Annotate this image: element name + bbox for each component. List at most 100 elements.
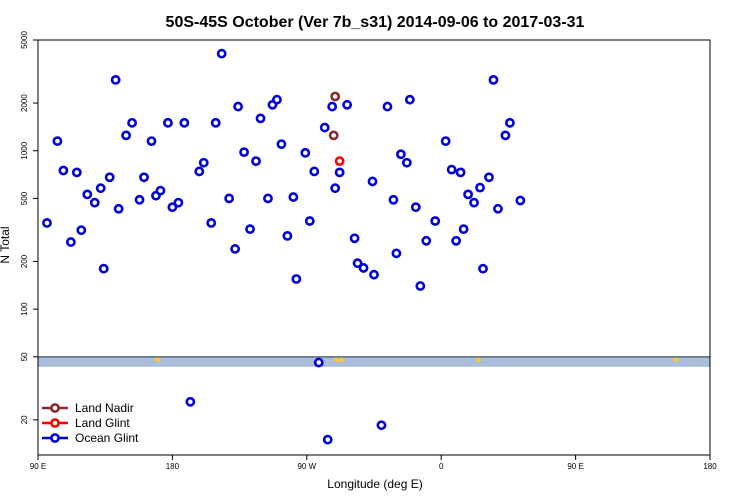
x-tick-label: 90 W xyxy=(297,462,316,471)
legend-marker xyxy=(50,418,60,428)
data-point xyxy=(376,420,387,431)
data-point xyxy=(52,136,63,147)
data-point xyxy=(309,166,320,177)
data-point xyxy=(104,172,115,183)
data-point xyxy=(276,139,287,150)
data-point xyxy=(352,258,363,269)
data-point xyxy=(300,147,311,158)
data-point xyxy=(95,183,106,194)
x-tick-label: 180 xyxy=(166,462,180,471)
data-point xyxy=(401,157,412,168)
data-point xyxy=(216,48,227,59)
data-point xyxy=(71,167,82,178)
land-markers xyxy=(154,357,679,363)
y-axis-label: N Total xyxy=(0,226,12,263)
band-region xyxy=(38,356,710,367)
data-point xyxy=(493,203,503,214)
y-tick-label: 50 xyxy=(20,352,29,361)
legend-marker xyxy=(50,433,60,443)
data-point xyxy=(440,136,451,147)
data-point xyxy=(113,203,124,214)
data-point xyxy=(334,156,345,166)
data-point xyxy=(395,149,406,160)
data-point xyxy=(313,357,324,368)
data-point xyxy=(430,216,441,226)
data-point xyxy=(206,218,217,228)
y-tick-label: 100 xyxy=(20,302,29,316)
y-tick-label: 5000 xyxy=(20,31,29,49)
data-point xyxy=(369,269,379,280)
data-point xyxy=(410,202,421,213)
x-axis-label: Longitude (deg E) xyxy=(327,477,422,491)
data-point xyxy=(330,183,341,194)
data-point xyxy=(58,165,69,176)
data-point xyxy=(458,224,469,235)
plot-frame xyxy=(37,39,711,456)
data-point xyxy=(89,197,100,208)
data-point xyxy=(179,117,190,128)
data-point xyxy=(304,216,315,226)
x-axis-ticks: 90 E 180 90 W 0 90 E 180 xyxy=(30,455,717,471)
data-point xyxy=(121,130,132,141)
data-point xyxy=(446,164,457,175)
points-layer xyxy=(42,48,526,445)
data-point xyxy=(469,197,479,208)
y-tick-label: 500 xyxy=(20,191,29,205)
legend-marker xyxy=(50,403,60,413)
data-point xyxy=(415,281,426,291)
data-point xyxy=(194,166,205,177)
data-point xyxy=(65,237,76,247)
land-marker xyxy=(476,357,482,363)
data-point xyxy=(146,136,157,147)
data-point xyxy=(327,101,338,112)
data-point xyxy=(382,101,393,112)
legend-label: Land Glint xyxy=(75,416,130,430)
data-point xyxy=(515,195,526,206)
data-point xyxy=(388,194,399,205)
land-marker xyxy=(673,357,679,363)
y-tick-label: 2000 xyxy=(20,94,29,112)
y-tick-label: 1000 xyxy=(20,141,29,159)
data-point xyxy=(342,99,353,110)
data-point xyxy=(139,172,149,183)
data-point xyxy=(500,130,511,141)
data-point xyxy=(134,194,145,205)
data-point xyxy=(367,176,378,187)
data-point xyxy=(210,117,221,128)
y-tick-label: 20 xyxy=(20,415,29,424)
data-point xyxy=(98,263,109,274)
data-point xyxy=(239,147,249,158)
data-point xyxy=(334,167,345,178)
data-point xyxy=(251,156,261,166)
data-point xyxy=(488,74,499,85)
y-tick-label: 200 xyxy=(20,254,29,268)
x-tick-label: 90 E xyxy=(30,462,46,471)
land-marker xyxy=(338,357,344,363)
data-point xyxy=(245,224,255,235)
data-point xyxy=(198,157,209,168)
data-point xyxy=(230,244,241,254)
chart-title: 50S-45S October (Ver 7b_s31) 2014-09-06 … xyxy=(166,14,585,31)
data-point xyxy=(185,396,196,407)
data-point xyxy=(173,197,184,208)
land-marker xyxy=(334,357,340,363)
data-point xyxy=(272,94,282,105)
data-point xyxy=(127,117,137,128)
data-point xyxy=(328,130,339,141)
x-tick-label: 90 E xyxy=(567,462,583,471)
y-axis-ticks: 20 50 100 200 500 1000 2000 5000 xyxy=(20,31,38,424)
data-point xyxy=(478,263,488,274)
x-tick-label: 180 xyxy=(703,462,717,471)
data-point xyxy=(255,113,266,124)
data-point xyxy=(504,117,515,128)
data-point xyxy=(224,193,235,204)
data-point xyxy=(233,101,244,112)
data-point xyxy=(404,94,415,105)
data-point xyxy=(451,235,462,246)
data-point xyxy=(349,233,360,244)
data-point xyxy=(163,117,173,128)
data-point xyxy=(330,91,341,102)
land-marker xyxy=(154,357,160,363)
